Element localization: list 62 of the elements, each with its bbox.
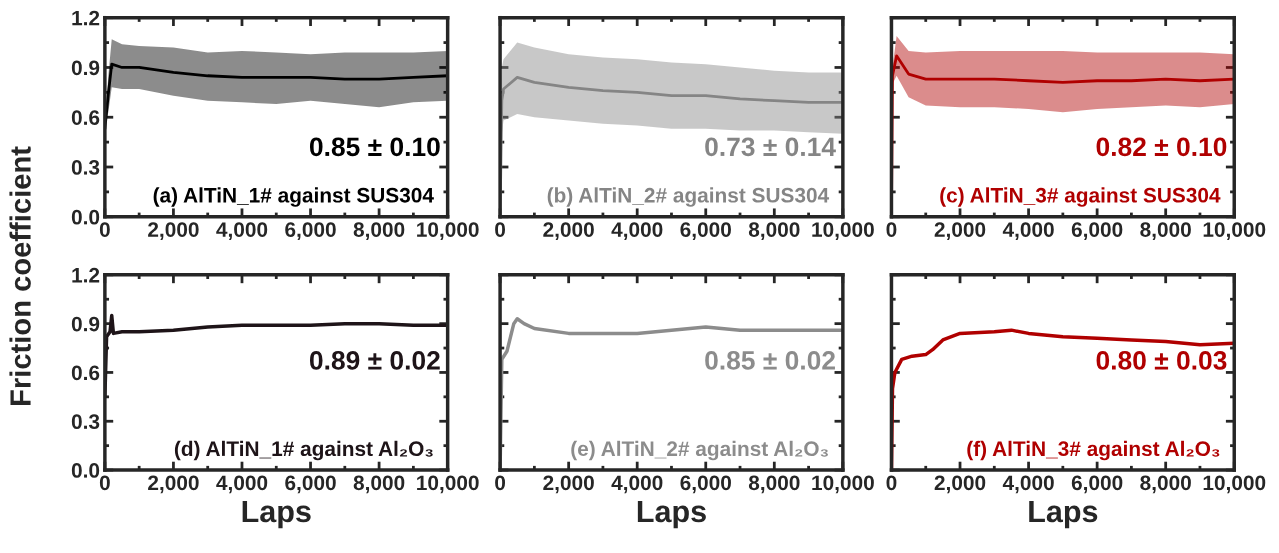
y-tick-label: 1.2 bbox=[72, 10, 100, 26]
x-tick-label: 0 bbox=[886, 475, 897, 491]
x-tick-label: 10,000 bbox=[1203, 222, 1266, 240]
x-tick-label: 10,000 bbox=[417, 222, 479, 240]
y-axis-title: Friction coefficient bbox=[9, 146, 31, 405]
x-tick-label: 6,000 bbox=[1071, 222, 1123, 240]
annotation: (b) AlTiN_2# against SUS304 bbox=[547, 187, 830, 207]
x-tick-label: 4,000 bbox=[216, 475, 268, 494]
x-tick-label: 6,000 bbox=[285, 475, 336, 494]
annotation: 0.85 ± 0.02 bbox=[705, 351, 835, 370]
annotation: (c) AlTiN_3# against SUS304 bbox=[940, 187, 1221, 207]
x-tick-label: 0 bbox=[495, 222, 506, 237]
x-tick-label: 10,000 bbox=[1203, 475, 1266, 494]
x-tick-label: 8,000 bbox=[1140, 475, 1191, 494]
x-tick-label: 6,000 bbox=[285, 222, 336, 240]
x-tick-label: 8,000 bbox=[1140, 222, 1191, 240]
x-tick-label: 2,000 bbox=[934, 475, 986, 494]
x-tick-label: 4,000 bbox=[1002, 475, 1054, 494]
annotation: (f) AlTiN_3# against Al₂O₃ bbox=[967, 440, 1220, 461]
y-tick-label: 0.0 bbox=[71, 463, 100, 478]
y-tick-label: 0.9 bbox=[71, 60, 100, 76]
x-tick-label: 2,000 bbox=[543, 222, 594, 240]
annotation: (a) AlTiN_1# against SUS304 bbox=[153, 187, 434, 207]
x-tick-label: 6,000 bbox=[1071, 475, 1123, 494]
annotation: 0.89 ± 0.02 bbox=[309, 351, 440, 370]
annotation: (d) AlTiN_1# against Al₂O₃ bbox=[174, 440, 433, 461]
x-tick-label: 4,000 bbox=[1002, 222, 1054, 240]
y-tick-label: 0.3 bbox=[71, 160, 100, 175]
y-tick-label: 0.3 bbox=[71, 414, 100, 430]
x-tick-label: 4,000 bbox=[216, 222, 268, 240]
y-tick-label: 1.2 bbox=[72, 267, 100, 283]
annotation: 0.73 ± 0.14 bbox=[705, 137, 836, 157]
x-tick-label: 2,000 bbox=[148, 475, 199, 494]
x-axis-title: Laps bbox=[637, 501, 706, 529]
x-tick-label: 2,000 bbox=[148, 222, 199, 240]
x-axis-title: Laps bbox=[242, 501, 311, 529]
x-tick-label: 6,000 bbox=[680, 222, 731, 240]
x-tick-label: 10,000 bbox=[417, 475, 479, 494]
x-tick-label: 10,000 bbox=[812, 475, 874, 494]
x-tick-label: 10,000 bbox=[812, 222, 874, 240]
x-tick-label: 0 bbox=[99, 222, 110, 237]
x-tick-label: 2,000 bbox=[934, 222, 986, 240]
x-tick-label: 2,000 bbox=[543, 475, 594, 494]
x-tick-label: 0 bbox=[886, 222, 897, 237]
x-tick-label: 6,000 bbox=[680, 475, 731, 494]
x-tick-label: 4,000 bbox=[611, 222, 663, 240]
annotation: 0.85 ± 0.10 bbox=[309, 137, 440, 157]
y-tick-label: 0.9 bbox=[71, 316, 100, 332]
x-axis-title: Laps bbox=[1029, 501, 1098, 529]
x-tick-label: 8,000 bbox=[748, 222, 800, 240]
x-tick-label: 0 bbox=[495, 475, 506, 491]
annotation: (e) AlTiN_2# against Al₂O₃ bbox=[571, 440, 828, 461]
y-tick-label: 0.6 bbox=[71, 365, 100, 381]
annotation: 0.80 ± 0.03 bbox=[1096, 351, 1227, 370]
x-tick-label: 8,000 bbox=[748, 475, 800, 494]
x-tick-label: 4,000 bbox=[611, 475, 663, 494]
x-tick-label: 8,000 bbox=[353, 475, 405, 494]
y-tick-label: 0.6 bbox=[71, 110, 100, 125]
annotation: 0.82 ± 0.10 bbox=[1096, 137, 1227, 157]
x-tick-label: 0 bbox=[99, 475, 110, 491]
x-tick-label: 8,000 bbox=[353, 222, 405, 240]
y-tick-label: 0.0 bbox=[71, 209, 100, 225]
